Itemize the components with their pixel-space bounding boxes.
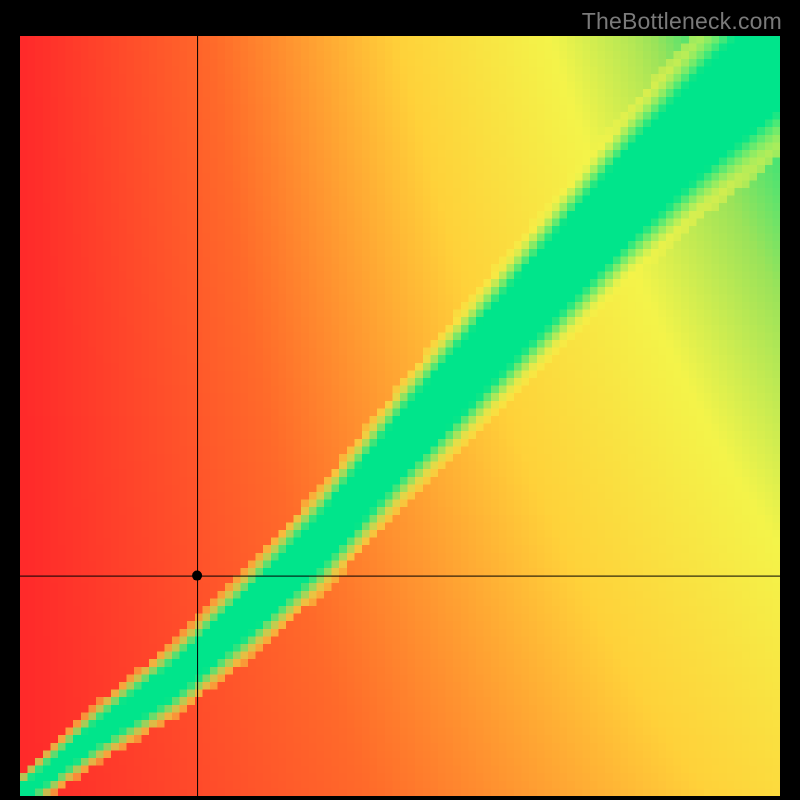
- bottleneck-heatmap: [20, 36, 780, 796]
- watermark-text: TheBottleneck.com: [582, 8, 782, 35]
